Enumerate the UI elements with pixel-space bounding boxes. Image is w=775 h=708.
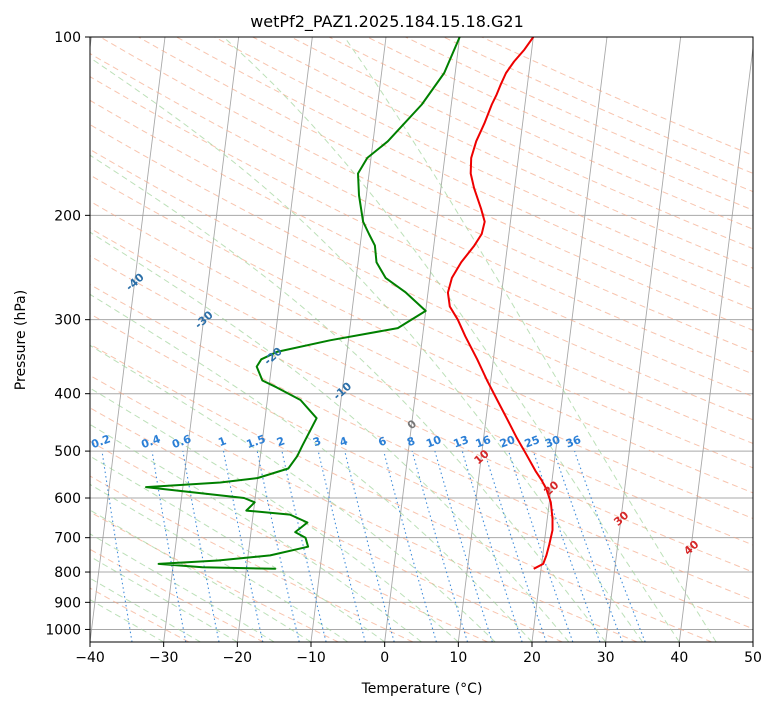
mixing-ratio-label: 30 <box>543 433 562 451</box>
x-tick-label: −30 <box>149 650 179 666</box>
mixing-ratio-line <box>411 450 469 642</box>
moist-adiabat-line <box>90 344 496 642</box>
x-tick-label: 30 <box>597 650 615 666</box>
mixing-ratio-line <box>383 450 437 642</box>
y-tick-label: 200 <box>54 208 81 224</box>
moist-adiabat-line <box>90 57 643 642</box>
x-tick-label: 40 <box>670 650 688 666</box>
moist-adiabat-line <box>223 37 680 642</box>
isotherm-line <box>678 44 753 642</box>
x-tick-label: 20 <box>523 650 541 666</box>
moist-adiabat-line <box>90 455 385 642</box>
moist-adiabat-line <box>90 293 533 642</box>
mixing-ratio-label: 3 <box>311 434 323 449</box>
y-tick-label: 800 <box>54 565 81 581</box>
moist-adiabat-line <box>90 599 164 642</box>
y-tick-label: 600 <box>54 491 81 507</box>
y-tick-label: 900 <box>54 595 81 611</box>
dry-adiabat-line <box>90 124 753 445</box>
mixing-ratio-label: 1.5 <box>245 432 268 451</box>
plot-area <box>90 37 753 642</box>
dry-adiabat-line <box>90 407 563 642</box>
isotherm-line <box>384 37 461 642</box>
y-tick-label: 300 <box>54 313 81 329</box>
mixing-ratio-line <box>344 450 395 642</box>
mixing-ratio-line <box>281 450 327 642</box>
x-tick-label: 10 <box>449 650 467 666</box>
mixing-ratio-label: 25 <box>523 433 542 450</box>
x-axis: −40 −30 −20 −10 0 10 20 30 40 50 <box>75 642 762 666</box>
dry-adiabat-line <box>90 227 753 546</box>
y-tick-label: 500 <box>54 444 81 460</box>
mixing-ratio-label: 20 <box>498 433 517 451</box>
mixing-ratio-label: 6 <box>377 434 389 449</box>
dry-adiabat-line <box>90 99 753 421</box>
mixing-ratio-label: 13 <box>452 433 471 450</box>
moist-adiabat-line <box>90 483 349 642</box>
x-tick-label: −10 <box>296 650 326 666</box>
mixing-ratio-label: 36 <box>564 433 583 451</box>
moist-adiabat-line <box>90 423 422 642</box>
y-axis-label: Pressure (hPa) <box>13 290 29 390</box>
x-axis-label: Temperature (°C) <box>361 681 483 697</box>
dry-adiabat-line <box>90 313 753 630</box>
x-tick-label: 50 <box>744 650 762 666</box>
background-lines <box>90 37 753 642</box>
mixing-ratio-line <box>182 451 220 642</box>
x-tick-label: −20 <box>223 650 253 666</box>
mixing-ratio-label: 0.4 <box>139 432 162 451</box>
isotherm-line <box>310 37 387 642</box>
isotherm-line <box>90 37 166 642</box>
mixing-ratio-label: 10 <box>424 433 443 451</box>
moist-adiabat-line <box>90 154 607 642</box>
dry-adiabat-line <box>481 37 753 156</box>
mixing-ratio-label: 0.2 <box>89 432 112 451</box>
x-tick-label: −40 <box>75 650 105 666</box>
dry-adiabat-line <box>290 37 753 250</box>
mixing-ratio-line <box>151 451 187 642</box>
dry-adiabat-line <box>443 37 753 174</box>
mixing-ratio-label: 4 <box>338 434 350 449</box>
dry-adiabat-line <box>90 283 753 601</box>
x-tick-label: 0 <box>380 650 389 666</box>
moist-adiabat-line <box>344 37 717 642</box>
isotherm-line <box>457 37 534 642</box>
y-axis: 100 200 300 400 500 600 700 800 900 1000 <box>45 30 90 638</box>
isotherm-line <box>531 37 608 642</box>
mixing-ratio-line <box>256 450 300 642</box>
isotherm-line <box>163 37 240 642</box>
mixing-ratio-label: 1 <box>216 434 228 449</box>
mixing-ratio-line <box>483 450 547 642</box>
dry-adiabat-line <box>367 37 753 211</box>
y-tick-label: 1000 <box>45 622 81 638</box>
moist-adiabat-line <box>90 231 570 642</box>
mixing-ratio-line <box>222 450 264 642</box>
mixing-ratio-label: 16 <box>474 433 493 451</box>
mixing-ratio-label: 2 <box>275 434 287 449</box>
mixing-ratio-line <box>434 450 493 642</box>
mixing-ratio-label: 0.6 <box>170 432 193 451</box>
dry-adiabat-line <box>90 440 488 642</box>
dry-adiabat-line <box>90 511 339 642</box>
temperature-profile-line <box>446 37 554 570</box>
isotherm-line <box>236 37 313 642</box>
moist-adiabat-line <box>90 387 459 642</box>
y-tick-label: 700 <box>54 531 81 547</box>
mixing-ratio-line <box>317 450 366 642</box>
mixing-ratio-line <box>461 450 523 642</box>
y-tick-label: 100 <box>54 30 81 46</box>
dewpoint-profile-line <box>145 37 461 570</box>
mixing-ratio-line <box>101 451 133 642</box>
y-tick-label: 400 <box>54 387 81 403</box>
series-layer <box>145 37 554 570</box>
plot-frame <box>89 36 754 643</box>
mixing-ratio-label: 8 <box>405 434 417 449</box>
dry-adiabat-line <box>328 37 753 230</box>
chart-title: wetPf2_PAZ1.2025.184.15.18.G21 <box>250 12 524 32</box>
dry-adiabat-line <box>405 37 753 193</box>
